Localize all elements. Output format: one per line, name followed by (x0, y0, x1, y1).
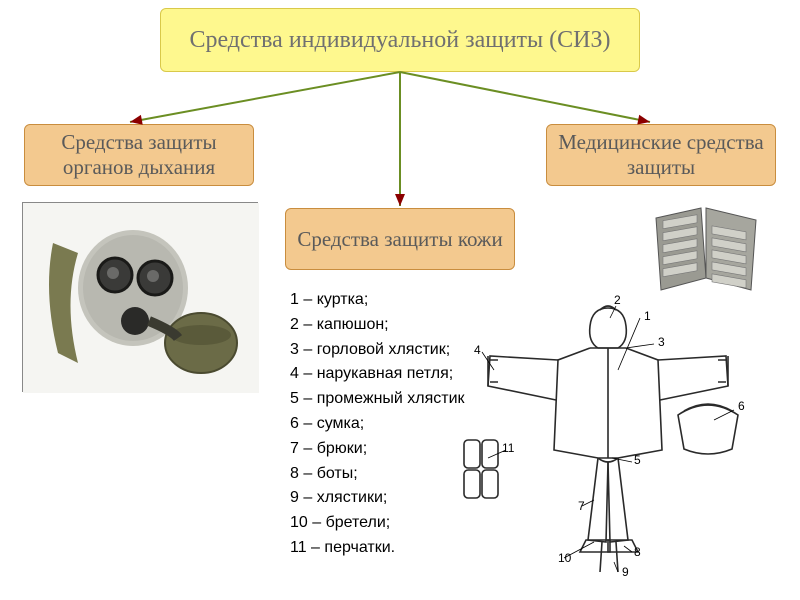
svg-text:5: 5 (634, 453, 641, 467)
child-label: Средства защиты органов дыхания (35, 130, 243, 180)
title-box: Средства индивидуальной защиты (СИЗ) (160, 8, 640, 72)
legend-item: 11 – перчатки. (290, 536, 465, 561)
medkit-image (646, 200, 766, 298)
child-label: Медицинские средства защиты (557, 130, 765, 180)
suit-legend: 1 – куртка;2 – капюшон;3 – горловой хляс… (290, 288, 465, 561)
child-box-skin: Средства защиты кожи (285, 208, 515, 270)
legend-item: 10 – бретели; (290, 511, 465, 536)
legend-item: 3 – горловой хлястик; (290, 338, 465, 363)
gasmask-image (22, 202, 258, 392)
svg-text:2: 2 (614, 293, 621, 307)
svg-text:9: 9 (622, 565, 629, 579)
child-label: Средства защиты кожи (297, 227, 502, 252)
legend-item: 1 – куртка; (290, 288, 465, 313)
svg-text:7: 7 (578, 499, 585, 513)
svg-text:1: 1 (644, 309, 651, 323)
svg-text:4: 4 (474, 343, 481, 357)
svg-text:8: 8 (634, 545, 641, 559)
legend-item: 8 – боты; (290, 462, 465, 487)
legend-item: 4 – нарукавная петля; (290, 362, 465, 387)
legend-item: 2 – капюшон; (290, 313, 465, 338)
child-box-medical: Медицинские средства защиты (546, 124, 776, 186)
child-box-respiratory: Средства защиты органов дыхания (24, 124, 254, 186)
title-text: Средства индивидуальной защиты (СИЗ) (189, 27, 610, 54)
svg-text:6: 6 (738, 399, 745, 413)
protective-suit-diagram: 1 2 3 4 5 6 7 8 9 10 11 (458, 290, 758, 580)
legend-item: 7 – брюки; (290, 437, 465, 462)
legend-item: 6 – сумка; (290, 412, 465, 437)
legend-item: 5 – промежный хлястик (290, 387, 465, 412)
svg-text:3: 3 (658, 335, 665, 349)
svg-text:11: 11 (502, 441, 515, 455)
legend-item: 9 – хлястики; (290, 486, 465, 511)
